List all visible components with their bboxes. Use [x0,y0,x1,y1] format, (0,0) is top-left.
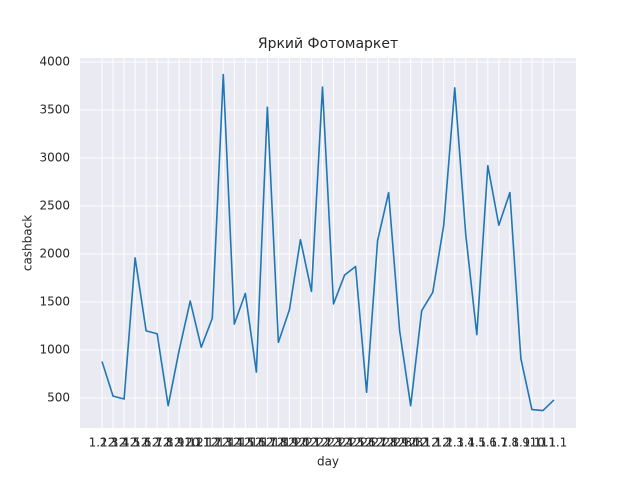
x-tick-label: 8.12 [166,436,193,450]
x-tick-label: 31.12 [416,436,450,450]
x-tick-label: 5.12 [133,436,160,450]
x-tick-label: 20.12 [294,436,328,450]
x-tick-label: 10.1 [530,436,557,450]
y-tick-label: 1500 [39,295,70,309]
y-axis-label: cashback [21,215,35,271]
x-tick-label: 5.1 [478,436,497,450]
x-tick-label: 18.12 [272,436,306,450]
x-tick-label: 8.1 [511,436,530,450]
x-tick-label: 4.1 [467,436,486,450]
x-tick-label: 9.12 [177,436,204,450]
y-tick-label: 4000 [39,55,70,69]
x-tick-label: 1.1 [434,436,453,450]
x-tick-label: 16.12 [250,436,284,450]
y-tick-label: 2500 [39,199,70,213]
x-tick-label: 12.12 [206,436,240,450]
y-tick-label: 3000 [39,151,70,165]
x-tick-label: 14.12 [228,436,262,450]
x-tick-label: 25.12 [349,436,383,450]
y-tick-label: 2000 [39,247,70,261]
x-tick-label: 21.12 [305,436,339,450]
y-tick-label: 500 [47,391,70,405]
x-tick-label: 1.12 [89,436,116,450]
x-tick-label: 11.1 [541,436,568,450]
x-tick-label: 24.12 [338,436,372,450]
x-tick-label: 2.1 [445,436,464,450]
x-axis-label: day [317,455,339,469]
x-tick-label: 27.12 [371,436,405,450]
x-tick-label: 10.12 [184,436,218,450]
x-tick-label: 3.1 [456,436,475,450]
x-tick-label: 15.12 [239,436,273,450]
x-tick-label: 2.12 [100,436,127,450]
x-tick-label: 29.12 [393,436,427,450]
x-tick-label: 7.1 [500,436,519,450]
x-tick-label: 3.12 [111,436,138,450]
x-tick-label: 7.12 [155,436,182,450]
x-tick-label: 19.12 [283,436,317,450]
y-tick-label: 3500 [39,103,70,117]
x-tick-label: 13.12 [217,436,251,450]
x-tick-label: 22.12 [316,436,350,450]
x-tick-label: 17.12 [261,436,295,450]
line [101,73,555,412]
x-tick-label: 30.12 [405,436,439,450]
x-tick-label: 6.1 [489,436,508,450]
x-tick-label: 26.12 [360,436,394,450]
x-tick-label: 9.1 [522,436,541,450]
x-tick-label: 23.12 [327,436,361,450]
x-tick-label: 11.12 [195,436,229,450]
chart-title: Яркий Фотомаркет [258,36,398,52]
x-tick-label: 28.12 [382,436,416,450]
x-tick-label: 4.12 [122,436,149,450]
y-tick-label: 1000 [39,343,70,357]
plot-area [80,58,576,428]
x-tick-label: 6.12 [144,436,171,450]
